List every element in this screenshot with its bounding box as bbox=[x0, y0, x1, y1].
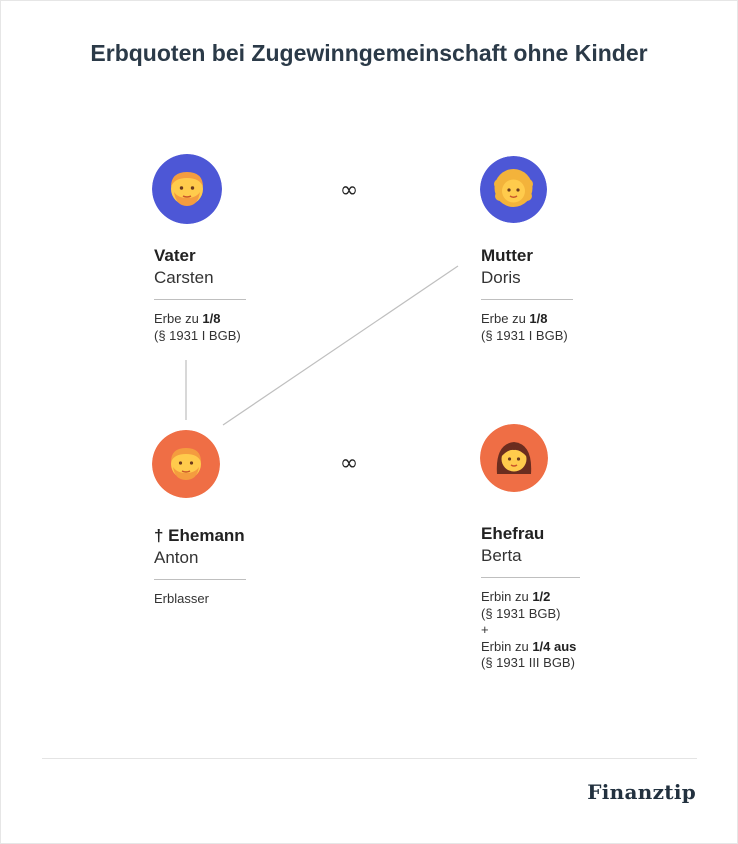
parents-marriage-symbol: ∞ bbox=[339, 178, 359, 203]
mother-card: Mutter Doris Erbe zu 1/8 (§ 1931 I BGB) bbox=[481, 245, 573, 344]
share-line: Erbin zu 1/4 aus bbox=[481, 638, 577, 654]
husband-divider bbox=[154, 579, 246, 580]
share-line: (§ 1931 III BGB) bbox=[481, 655, 575, 670]
share-line: Erbin zu 1/2 bbox=[481, 589, 551, 604]
share-line: Erbe zu 1/8 bbox=[154, 311, 221, 326]
share-line: Erblasser bbox=[154, 591, 209, 606]
husband-share: Erblasser bbox=[154, 591, 246, 608]
share-line: + bbox=[481, 622, 489, 637]
finanztip-logo[interactable]: Finanztip bbox=[587, 780, 696, 804]
page-title: Erbquoten bei Zugewinngemeinschaft ohne … bbox=[90, 40, 648, 66]
man-beard-icon bbox=[152, 430, 220, 498]
man-with-beard-icon bbox=[152, 154, 222, 224]
mother-avatar bbox=[480, 156, 547, 223]
share-line: (§ 1931 BGB) bbox=[481, 605, 561, 621]
husband-name: Anton bbox=[154, 548, 199, 567]
father-role: Vater bbox=[154, 246, 196, 265]
husband-role: † Ehemann bbox=[154, 526, 245, 545]
wife-avatar bbox=[480, 424, 548, 492]
father-card: Vater Carsten Erbe zu 1/8 (§ 1931 I BGB) bbox=[154, 245, 246, 344]
father-divider bbox=[154, 299, 246, 300]
father-name: Carsten bbox=[154, 268, 214, 287]
footer-divider bbox=[42, 758, 697, 759]
mother-name: Doris bbox=[481, 268, 521, 287]
share-line: (§ 1931 I BGB) bbox=[481, 327, 568, 343]
husband-avatar bbox=[152, 430, 220, 498]
husband-card: † Ehemann Anton Erblasser bbox=[154, 525, 246, 608]
wife-name: Berta bbox=[481, 546, 522, 565]
woman-icon bbox=[480, 424, 548, 492]
wife-card: Ehefrau Berta Erbin zu 1/2 (§ 1931 BGB) … bbox=[481, 523, 580, 672]
woman-curly-hair-icon bbox=[480, 156, 547, 223]
mother-divider bbox=[481, 299, 573, 300]
wife-role: Ehefrau bbox=[481, 524, 545, 543]
mother-share: Erbe zu 1/8 (§ 1931 I BGB) bbox=[481, 311, 573, 344]
share-line: (§ 1931 I BGB) bbox=[154, 327, 241, 343]
mother-role: Mutter bbox=[481, 246, 533, 265]
couple-marriage-symbol: ∞ bbox=[339, 451, 359, 476]
father-avatar bbox=[152, 154, 222, 224]
wife-share: Erbin zu 1/2 (§ 1931 BGB) + Erbin zu 1/4… bbox=[481, 589, 580, 672]
share-line: Erbe zu 1/8 bbox=[481, 311, 548, 326]
father-share: Erbe zu 1/8 (§ 1931 I BGB) bbox=[154, 311, 246, 344]
wife-divider bbox=[481, 577, 580, 578]
